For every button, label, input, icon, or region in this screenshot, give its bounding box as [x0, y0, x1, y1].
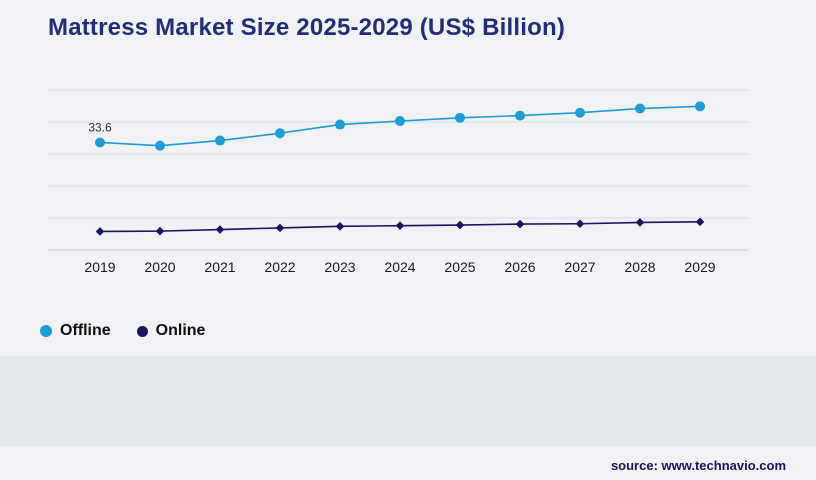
legend-item-offline: Offline	[40, 322, 111, 340]
data-point-online	[635, 218, 645, 227]
x-tick-label: 2029	[684, 259, 715, 275]
data-point-online	[275, 223, 285, 233]
data-point-online	[455, 220, 465, 230]
data-point-online	[215, 225, 225, 234]
series-online	[95, 217, 705, 236]
x-tick-label: 2022	[264, 259, 295, 275]
series-offline	[95, 101, 705, 151]
x-tick-label: 2019	[84, 259, 115, 275]
x-tick-label: 2021	[204, 259, 235, 275]
x-tick-label: 2026	[504, 259, 535, 275]
chart-title: Mattress Market Size 2025-2029 (US$ Bill…	[48, 14, 566, 41]
data-point-online	[155, 226, 165, 236]
x-tick-label: 2028	[624, 259, 655, 275]
x-tick-label: 2027	[564, 259, 595, 275]
online-legend-marker-icon	[136, 325, 148, 337]
data-point-online	[575, 219, 585, 229]
data-point-online	[335, 222, 345, 231]
data-point-online	[395, 221, 405, 230]
data-point-offline	[455, 112, 465, 123]
data-point-offline	[275, 128, 285, 139]
data-point-offline	[695, 101, 705, 112]
data-point-online	[95, 227, 105, 236]
legend-item-online: Online	[136, 322, 206, 340]
data-point-offline	[215, 135, 225, 146]
data-point-offline	[575, 107, 585, 118]
x-tick-label: 2024	[384, 259, 415, 275]
source-credit: source: www.technavio.com	[610, 458, 786, 473]
x-axis-labels: 2019 2020 2021 2022 2023 2024 2025 2026 2027 2028…	[84, 259, 715, 275]
data-point-offline	[335, 119, 345, 130]
data-point-online	[695, 217, 705, 227]
data-point-offline	[515, 110, 525, 121]
offline-legend-marker-icon	[40, 325, 52, 337]
legend-label-online: Online	[155, 322, 206, 339]
data-point-offline	[95, 137, 105, 148]
line-chart-canvas: 33.6 2019 2020 2021 2022 2023 2024 2025 2026 2027…	[48, 89, 748, 275]
data-point-offline	[155, 140, 165, 151]
data-point-offline	[395, 116, 405, 127]
line-chart: 33.6 2019 2020 2021 2022 2023 2024 2025 2026 2027…	[0, 78, 816, 288]
chart-legend: Offline Online	[40, 322, 205, 340]
data-point-offline	[635, 103, 645, 114]
legend-label-offline: Offline	[60, 322, 111, 339]
x-tick-label: 2025	[444, 259, 475, 275]
data-point-online	[515, 219, 525, 229]
first-point-value-label: 33.6	[88, 120, 112, 134]
x-tick-label: 2023	[324, 259, 355, 275]
background-band	[0, 356, 816, 446]
x-tick-label: 2020	[144, 259, 175, 275]
